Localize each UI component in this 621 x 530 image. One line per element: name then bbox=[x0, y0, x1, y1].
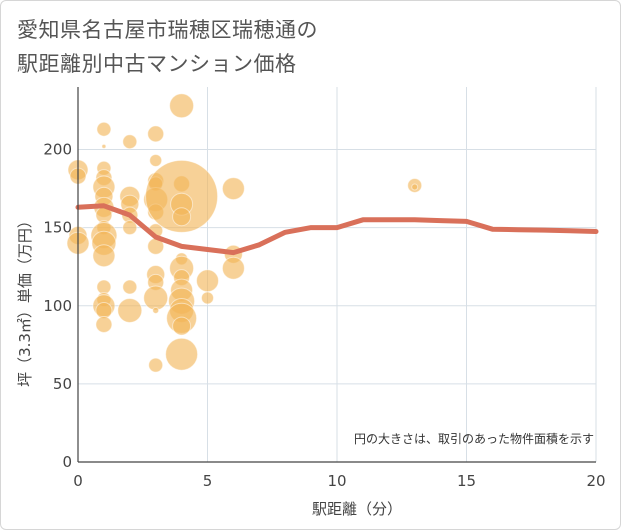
trend-line-layer bbox=[75, 203, 599, 256]
y-tick-label: 200 bbox=[43, 141, 72, 159]
bubble-layer bbox=[66, 93, 423, 373]
bubble-point bbox=[143, 285, 169, 311]
bubble-point bbox=[172, 316, 192, 336]
chart-title-line-2: 駅距離別中古マンション価格 bbox=[17, 52, 297, 76]
bubble-size-note: 円の大きさは、取引のあった物件面積を示す bbox=[354, 431, 594, 446]
bubble-point bbox=[117, 297, 143, 323]
bubble-point bbox=[96, 121, 112, 137]
bubble-point bbox=[148, 357, 164, 373]
y-tick-label: 50 bbox=[53, 375, 72, 393]
average-price-line bbox=[75, 203, 599, 256]
bubble-point bbox=[221, 177, 245, 201]
bubble-point bbox=[165, 337, 199, 371]
bubble-point bbox=[172, 207, 192, 227]
bubble-point bbox=[147, 125, 165, 143]
chart-title-line-1: 愛知県名古屋市瑞穂区瑞穂通の bbox=[17, 18, 318, 42]
y-axis-label: 坪（3.3㎡）単価（万円） bbox=[16, 213, 34, 387]
bubble-point bbox=[201, 291, 214, 305]
x-tick-label: 5 bbox=[203, 472, 213, 490]
x-tick-label: 20 bbox=[586, 472, 605, 490]
x-tick-label: 0 bbox=[73, 472, 83, 490]
bubble-point bbox=[196, 269, 219, 293]
bubble-point bbox=[221, 256, 245, 280]
bubble-point bbox=[122, 220, 138, 236]
bubble-point bbox=[169, 93, 195, 119]
x-tick-label: 10 bbox=[327, 472, 346, 490]
bubble-point bbox=[411, 183, 419, 191]
bubble-point bbox=[95, 316, 113, 333]
y-tick-label: 100 bbox=[43, 297, 72, 315]
bubble-point bbox=[122, 134, 138, 150]
bubble-point bbox=[101, 143, 107, 149]
y-tick-label: 0 bbox=[62, 453, 72, 471]
bubble-point bbox=[122, 279, 138, 295]
bubble-point bbox=[149, 153, 163, 167]
bubble-point bbox=[96, 279, 112, 295]
x-axis-label: 駅距離（分） bbox=[312, 500, 402, 518]
x-tick-label: 15 bbox=[457, 472, 476, 490]
y-tick-label: 150 bbox=[43, 219, 72, 237]
axes bbox=[77, 87, 596, 463]
chart-title: 愛知県名古屋市瑞穂区瑞穂通の 駅距離別中古マンション価格 bbox=[17, 13, 318, 81]
bubble-point bbox=[152, 306, 160, 314]
bubble-point bbox=[92, 244, 116, 268]
